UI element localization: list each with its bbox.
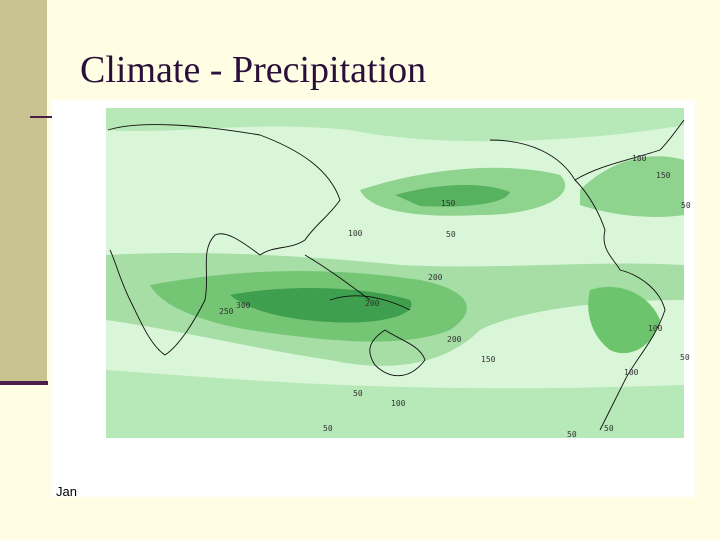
contour-label: 250 (219, 307, 234, 316)
contour-label: 100 (624, 368, 639, 377)
contour-label: 50 (567, 430, 577, 439)
contour-label: 50 (681, 201, 691, 210)
precip-band (106, 370, 684, 438)
contour-label: 300 (236, 301, 251, 310)
precipitation-map (106, 108, 685, 438)
precip-band (588, 286, 660, 354)
coastline (489, 139, 666, 431)
contour-label: 150 (656, 171, 671, 180)
precip-band (580, 156, 684, 217)
contour-label: 50 (446, 230, 456, 239)
coastline (304, 254, 426, 377)
contour-label: 50 (680, 353, 690, 362)
divider (30, 116, 52, 118)
coastlines (107, 119, 685, 431)
contour-label: 100 (391, 399, 406, 408)
precip-band (106, 108, 684, 142)
month-label: Jan (56, 484, 77, 499)
contour-label: 150 (481, 355, 496, 364)
contour-label: 100 (632, 154, 647, 163)
contour-label: 100 (648, 324, 663, 333)
contour-label: 50 (323, 424, 333, 433)
precip-band (395, 184, 510, 207)
side-bar (0, 0, 47, 384)
slide-title: Climate - Precipitation (80, 49, 426, 91)
divider (0, 381, 48, 385)
contour-label: 50 (353, 389, 363, 398)
contour-label: 200 (447, 335, 462, 344)
contour-label: 200 (428, 273, 443, 282)
contour-label: 50 (604, 424, 614, 433)
contour-label: 150 (441, 199, 456, 208)
contour-label: 200 (365, 299, 380, 308)
coastline (574, 119, 685, 181)
coastline (107, 124, 341, 356)
contour-label: 100 (348, 229, 363, 238)
